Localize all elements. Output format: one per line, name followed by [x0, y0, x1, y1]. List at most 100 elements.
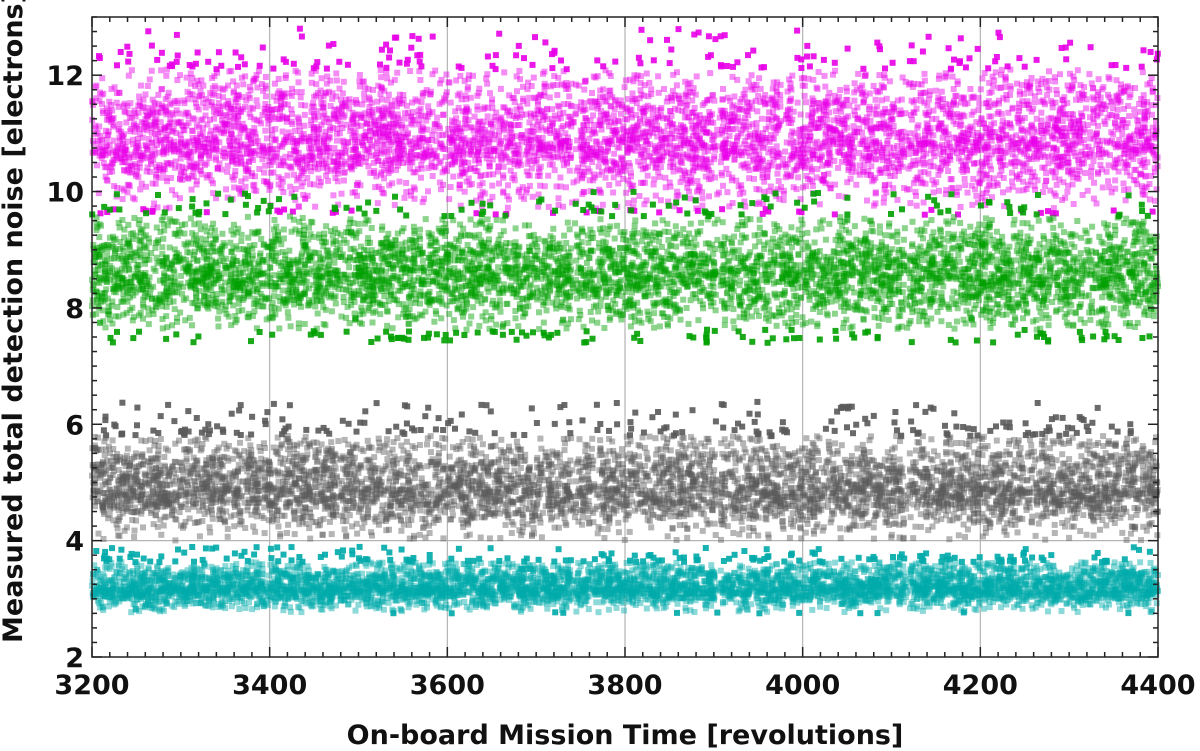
data-point — [198, 160, 204, 166]
data-point — [335, 158, 341, 164]
data-point — [95, 138, 101, 144]
data-point — [742, 87, 748, 93]
data-point — [327, 116, 333, 122]
data-point — [322, 133, 328, 139]
data-point — [463, 167, 469, 173]
data-point — [311, 182, 317, 188]
data-point — [702, 149, 708, 155]
data-point — [531, 75, 537, 81]
data-point — [720, 86, 726, 92]
data-point — [1110, 131, 1116, 137]
data-point — [747, 133, 753, 139]
data-point — [402, 116, 408, 122]
data-point — [691, 129, 697, 135]
data-point — [481, 152, 487, 158]
data-point — [246, 92, 252, 98]
data-point — [527, 119, 533, 125]
data-point — [283, 72, 289, 78]
data-point — [443, 132, 449, 138]
data-point — [532, 34, 538, 40]
data-point — [283, 59, 289, 65]
data-point — [262, 128, 268, 134]
data-point — [805, 176, 811, 182]
data-point — [274, 208, 280, 214]
data-point — [319, 122, 325, 128]
data-point — [1082, 170, 1088, 176]
data-point — [127, 51, 133, 57]
data-point — [496, 181, 502, 187]
data-point — [399, 134, 405, 140]
data-point — [1019, 118, 1025, 124]
data-point — [546, 204, 552, 210]
data-point — [149, 209, 155, 215]
data-point — [706, 193, 712, 199]
data-point — [759, 116, 765, 122]
data-point — [843, 115, 849, 121]
data-point — [237, 185, 243, 191]
data-point — [1106, 184, 1112, 190]
data-point — [547, 127, 553, 133]
data-point — [388, 142, 394, 148]
data-point — [406, 139, 412, 145]
data-point — [439, 77, 445, 83]
data-point — [698, 129, 704, 135]
data-point — [228, 147, 234, 153]
data-point — [1009, 106, 1015, 112]
data-point — [270, 66, 276, 72]
data-point — [971, 94, 977, 100]
data-point — [636, 55, 642, 61]
data-point — [1131, 167, 1137, 173]
data-point — [777, 97, 783, 103]
data-point — [419, 128, 425, 134]
data-point — [172, 144, 178, 150]
data-point — [594, 99, 600, 105]
data-point — [1061, 154, 1067, 160]
data-point — [1140, 188, 1146, 194]
data-point — [248, 105, 254, 111]
data-point — [1025, 145, 1031, 151]
data-point — [640, 109, 646, 115]
data-point — [873, 97, 879, 103]
data-point — [587, 99, 593, 105]
data-point — [557, 175, 563, 181]
data-point — [1151, 149, 1157, 155]
data-point — [678, 179, 684, 185]
data-point — [558, 184, 564, 190]
data-point — [600, 63, 606, 69]
data-point — [244, 145, 250, 151]
data-point — [359, 101, 365, 107]
data-point — [1088, 174, 1094, 180]
data-point — [1007, 67, 1013, 73]
data-point — [1077, 97, 1083, 103]
data-point — [1045, 160, 1051, 166]
data-point — [908, 112, 914, 118]
data-point — [287, 155, 293, 161]
data-point — [876, 72, 882, 78]
data-point — [558, 58, 564, 64]
data-point — [1008, 145, 1014, 151]
data-point — [777, 104, 783, 110]
data-point — [549, 116, 555, 122]
data-point — [616, 145, 622, 151]
data-point — [785, 108, 791, 114]
data-point — [92, 149, 98, 155]
data-point — [432, 68, 438, 74]
data-point — [1007, 122, 1013, 128]
data-point — [681, 168, 687, 174]
data-point — [899, 135, 905, 141]
data-point — [1010, 184, 1016, 190]
data-point — [718, 159, 724, 165]
data-point — [184, 144, 190, 150]
data-point — [685, 93, 691, 99]
data-point — [558, 115, 564, 121]
data-point — [294, 140, 300, 146]
data-point — [178, 171, 184, 177]
data-point — [480, 189, 486, 195]
data-point — [386, 182, 392, 188]
data-point — [729, 177, 735, 183]
data-point — [810, 110, 816, 116]
data-point — [205, 172, 211, 178]
data-point — [807, 157, 813, 163]
data-point — [921, 200, 927, 206]
data-point — [264, 135, 270, 141]
